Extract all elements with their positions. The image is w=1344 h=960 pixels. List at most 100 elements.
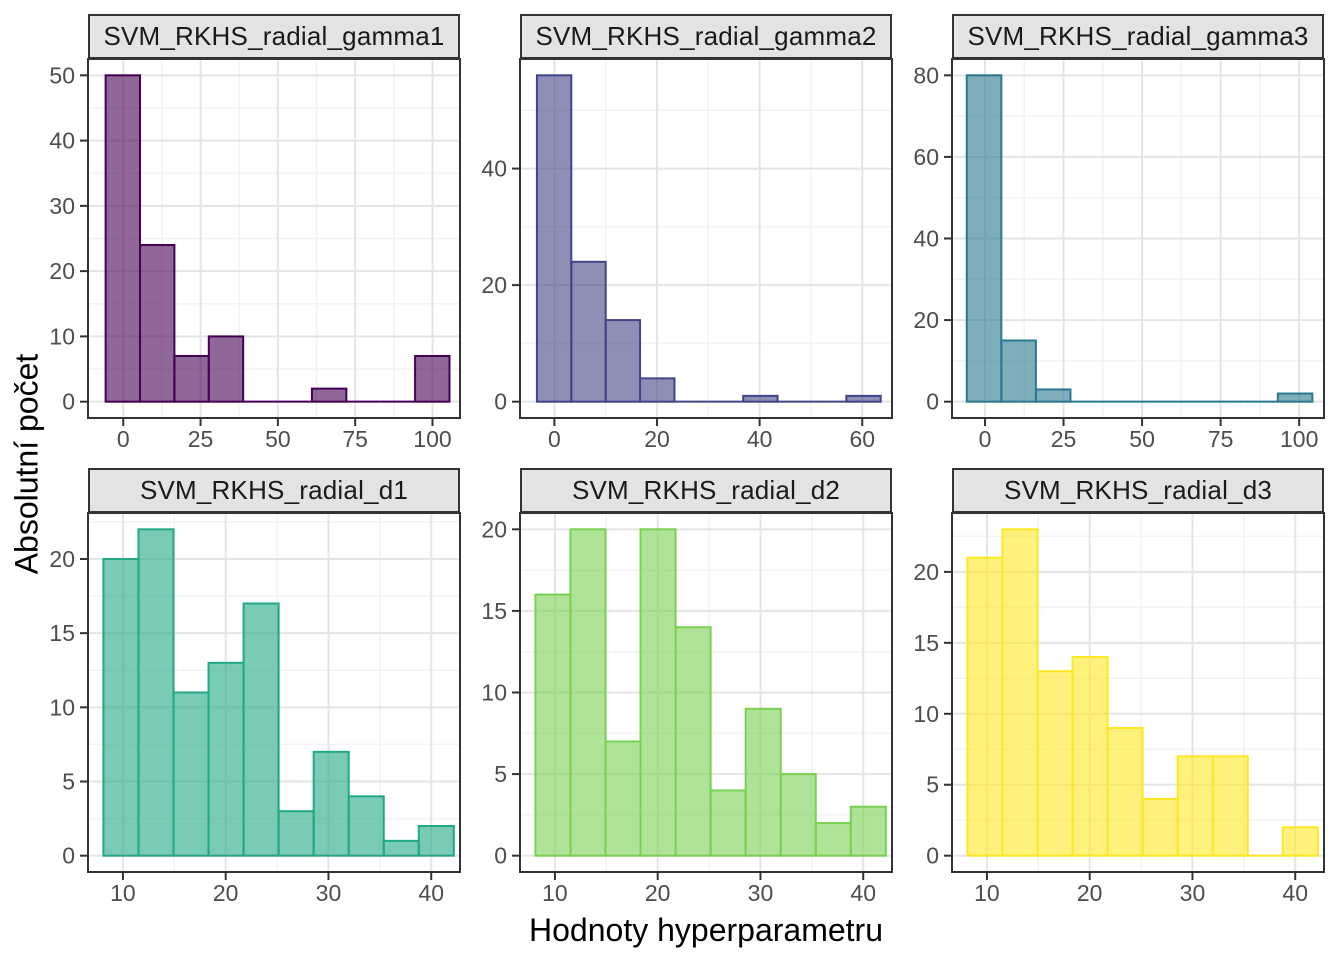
y-tick-label: 15 xyxy=(49,620,75,646)
y-tick-label: 50 xyxy=(49,62,75,88)
y-tick-label: 10 xyxy=(913,701,939,727)
histogram-bar xyxy=(570,260,607,403)
panel-border xyxy=(519,58,893,419)
facet-strip-gamma2: SVM_RKHS_radial_gamma2 xyxy=(520,14,892,59)
histogram-bar xyxy=(1000,339,1037,403)
histogram-bar xyxy=(173,354,210,403)
histogram-bar xyxy=(139,244,176,403)
x-tick-label: 30 xyxy=(316,880,342,906)
x-tick-label: 30 xyxy=(748,880,774,906)
x-tick-label: 20 xyxy=(213,880,239,906)
histogram-bar xyxy=(1211,755,1249,857)
y-tick-label: 20 xyxy=(49,546,75,572)
histogram-bar xyxy=(137,528,175,857)
histogram-bar xyxy=(966,556,1004,857)
x-tick-label: 40 xyxy=(747,426,773,452)
histogram-bar xyxy=(1281,826,1319,857)
x-tick-label: 20 xyxy=(645,880,671,906)
histogram-bar xyxy=(1001,528,1039,857)
y-tick-label: 0 xyxy=(494,389,507,415)
histogram-bar xyxy=(1276,392,1314,403)
histogram-bar xyxy=(674,626,712,857)
x-tick-label: 100 xyxy=(1280,426,1318,452)
facet-panel-6: 10 20 30 40 0 5 10 15 20 xyxy=(913,512,1325,906)
x-tick-label: 30 xyxy=(1180,880,1206,906)
y-tick-label: 30 xyxy=(49,193,75,219)
facet-strip-gamma1: SVM_RKHS_radial_gamma1 xyxy=(88,14,460,59)
x-tick-label: 10 xyxy=(110,880,136,906)
x-axis-title: Hodnoty hyperparametru xyxy=(529,912,883,948)
x-tick-label: 20 xyxy=(644,426,670,452)
x-tick-label: 75 xyxy=(1208,426,1234,452)
histogram-bar xyxy=(1141,797,1179,857)
histogram-bar xyxy=(207,335,245,403)
y-tick-label: 40 xyxy=(481,156,507,182)
panel-border xyxy=(87,58,461,419)
histogram-bar xyxy=(535,74,573,403)
x-tick-label: 40 xyxy=(850,880,876,906)
y-tick-label: 20 xyxy=(913,307,939,333)
facet-panel-5: 10 20 30 40 0 5 10 15 20 xyxy=(481,512,893,906)
histogram-bar xyxy=(277,810,315,857)
facet-panel-4: 10 20 30 40 0 5 10 15 20 xyxy=(49,512,461,906)
y-tick-label: 80 xyxy=(913,62,939,88)
y-tick-label: 40 xyxy=(913,226,939,252)
x-tick-label: 25 xyxy=(188,426,214,452)
y-tick-label: 20 xyxy=(481,516,507,542)
x-tick-label: 10 xyxy=(542,880,568,906)
histogram-bar xyxy=(744,707,782,857)
y-tick-label: 5 xyxy=(62,769,75,795)
y-tick-label: 20 xyxy=(481,272,507,298)
histogram-bar xyxy=(965,74,1003,403)
x-tick-label: 60 xyxy=(849,426,875,452)
histogram-bar xyxy=(1071,656,1109,857)
histogram-bar xyxy=(814,822,852,857)
y-tick-label: 20 xyxy=(913,559,939,585)
histogram-bar xyxy=(534,593,572,857)
facet-strip-gamma3: SVM_RKHS_radial_gamma3 xyxy=(952,14,1324,59)
y-tick-label: 0 xyxy=(62,843,75,869)
facet-strip-d2: SVM_RKHS_radial_d2 xyxy=(520,468,892,513)
x-tick-label: 20 xyxy=(1077,880,1103,906)
x-tick-label: 50 xyxy=(1129,426,1155,452)
histogram-bar xyxy=(639,377,676,403)
histogram-bar xyxy=(1036,670,1074,857)
x-tick-label: 10 xyxy=(974,880,1000,906)
histogram-bar xyxy=(639,528,677,857)
histogram-bar xyxy=(417,825,455,857)
histogram-bar xyxy=(1106,726,1144,857)
x-tick-label: 40 xyxy=(1282,880,1308,906)
histogram-bar xyxy=(172,691,210,857)
y-tick-label: 20 xyxy=(49,258,75,284)
histogram-bar xyxy=(207,661,245,857)
histogram-bar xyxy=(849,805,887,857)
y-tick-label: 5 xyxy=(494,761,507,787)
y-tick-label: 40 xyxy=(49,128,75,154)
y-tick-label: 15 xyxy=(913,630,939,656)
facet-strip-d3: SVM_RKHS_radial_d3 xyxy=(952,468,1324,513)
histogram-bar xyxy=(414,354,451,403)
panel-border xyxy=(951,512,1325,873)
histogram-bar xyxy=(742,394,779,403)
histogram-bar xyxy=(312,750,350,857)
histogram-bar xyxy=(104,74,142,403)
histogram-bar xyxy=(604,319,642,403)
y-tick-label: 15 xyxy=(481,598,507,624)
x-tick-label: 50 xyxy=(265,426,291,452)
histogram-bar xyxy=(102,557,140,857)
y-tick-label: 10 xyxy=(49,694,75,720)
y-tick-label: 0 xyxy=(926,843,939,869)
y-tick-label: 10 xyxy=(481,680,507,706)
x-tick-label: 25 xyxy=(1051,426,1077,452)
x-tick-label: 100 xyxy=(413,426,451,452)
x-tick-label: 40 xyxy=(418,880,444,906)
y-tick-label: 10 xyxy=(49,323,75,349)
panel-border xyxy=(87,512,461,873)
x-tick-label: 0 xyxy=(548,426,561,452)
histogram-bar xyxy=(709,789,747,857)
facet-strip-d1: SVM_RKHS_radial_d1 xyxy=(88,468,460,513)
histogram-bar xyxy=(1176,755,1214,857)
histogram-bar xyxy=(242,602,280,857)
